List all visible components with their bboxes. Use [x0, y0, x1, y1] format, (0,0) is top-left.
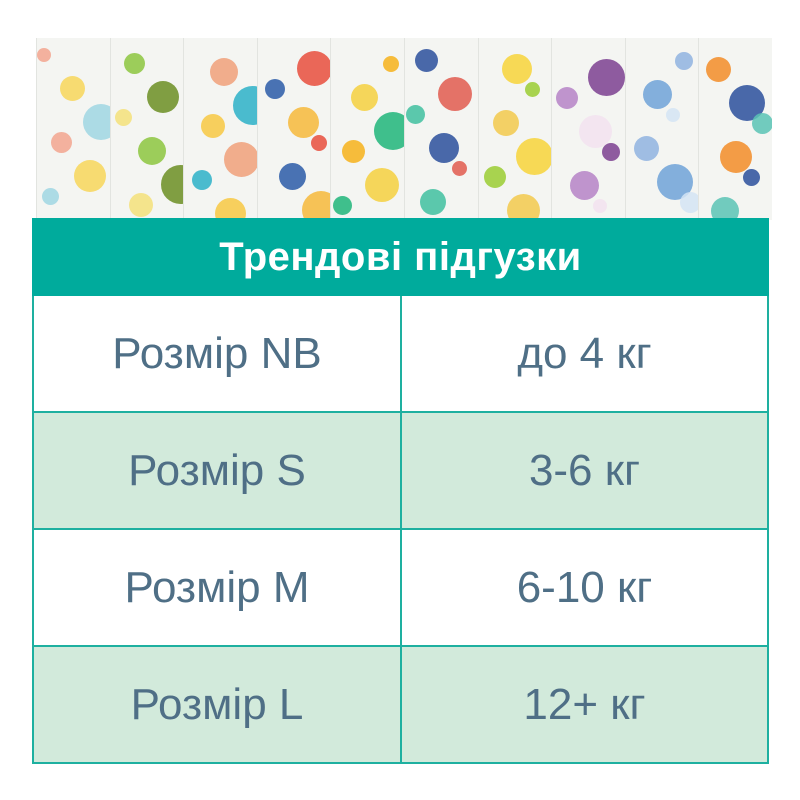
diaper-pattern-unicorn — [36, 38, 110, 220]
pattern-shape — [451, 161, 467, 176]
pattern-shape — [351, 84, 379, 111]
size-cell: Розмір M — [124, 562, 310, 612]
pattern-shape — [570, 171, 600, 200]
pattern-shape — [579, 115, 613, 148]
pattern-shape — [224, 142, 257, 177]
pattern-shape — [679, 192, 699, 213]
pattern-shape — [706, 57, 732, 82]
pattern-shape — [301, 191, 331, 220]
weight-cell: 12+ кг — [400, 647, 767, 762]
size-cell: Розмір L — [130, 679, 304, 729]
pattern-shape — [210, 58, 239, 86]
pattern-shape — [602, 143, 621, 161]
pattern-shape — [414, 49, 438, 72]
pattern-shape — [501, 54, 532, 84]
pattern-shape — [233, 86, 257, 125]
pattern-shape — [160, 165, 184, 204]
pattern-shape — [506, 194, 540, 220]
table-header: Трендові підгузки — [32, 218, 769, 296]
diaper-pattern-parrot — [256, 38, 331, 220]
pattern-shape — [51, 132, 72, 153]
pattern-shape — [642, 80, 672, 109]
pattern-shape — [428, 133, 459, 163]
pattern-shape — [137, 137, 166, 165]
pattern-shape — [42, 188, 59, 205]
pattern-shape — [215, 198, 247, 220]
pattern-shape — [278, 163, 306, 190]
pattern-shape — [37, 48, 51, 62]
pattern-shape — [556, 87, 579, 109]
pattern-shape — [114, 109, 132, 126]
page-title: Трендові підгузки — [219, 234, 582, 279]
pattern-shape — [711, 197, 740, 220]
pattern-shape — [674, 52, 693, 70]
table-row: Розмір M 6-10 кг — [32, 530, 769, 647]
pattern-shape — [365, 168, 400, 202]
diaper-pattern-mangosteen — [551, 38, 625, 220]
pattern-shape — [192, 170, 213, 190]
diaper-patterns-image — [36, 38, 772, 220]
pattern-shape — [128, 193, 153, 217]
size-cell: Розмір S — [128, 445, 306, 495]
pattern-shape — [287, 107, 319, 138]
pattern-shape — [593, 199, 608, 213]
pattern-shape — [437, 77, 472, 111]
diaper-pattern-whale — [403, 38, 478, 220]
pattern-shape — [720, 141, 753, 173]
weight-cell: до 4 кг — [400, 296, 767, 411]
pattern-shape — [492, 110, 519, 136]
diaper-pattern-narwhal — [183, 38, 257, 220]
pattern-shape — [752, 113, 772, 134]
pattern-shape — [743, 169, 761, 186]
pattern-shape — [524, 82, 540, 97]
table-row: Розмір S 3-6 кг — [32, 413, 769, 530]
diaper-pattern-pineapple — [477, 38, 552, 220]
pattern-shape — [405, 105, 425, 124]
pattern-shape — [83, 104, 110, 140]
pattern-shape — [60, 76, 85, 101]
pattern-shape — [201, 114, 226, 138]
weight-cell: 6-10 кг — [400, 530, 767, 645]
pattern-shape — [383, 56, 400, 72]
pattern-shape — [419, 189, 446, 215]
pattern-shape — [310, 135, 327, 151]
pattern-shape — [483, 166, 506, 188]
pattern-shape — [374, 112, 404, 150]
pattern-shape — [264, 79, 285, 99]
weight-cell: 3-6 кг — [400, 413, 767, 528]
pattern-shape — [333, 196, 353, 215]
pattern-shape — [588, 59, 625, 96]
pattern-shape — [633, 136, 659, 161]
pattern-shape — [665, 108, 680, 122]
pattern-shape — [123, 53, 145, 74]
pattern-shape — [146, 81, 179, 113]
diaper-pattern-lemon — [330, 38, 404, 220]
pattern-shape — [296, 51, 331, 86]
table-row: Розмір L 12+ кг — [32, 647, 769, 764]
size-table: Розмір NB до 4 кг Розмір S 3-6 кг Розмір… — [32, 296, 769, 764]
pattern-shape — [74, 160, 106, 192]
pattern-shape — [342, 140, 366, 163]
diaper-pattern-dolphin — [624, 38, 699, 220]
pattern-shape — [515, 138, 552, 175]
diaper-pattern-kiwi — [109, 38, 184, 220]
diaper-pattern-cats — [698, 38, 772, 220]
table-row: Розмір NB до 4 кг — [32, 296, 769, 413]
size-cell: Розмір NB — [112, 328, 322, 378]
